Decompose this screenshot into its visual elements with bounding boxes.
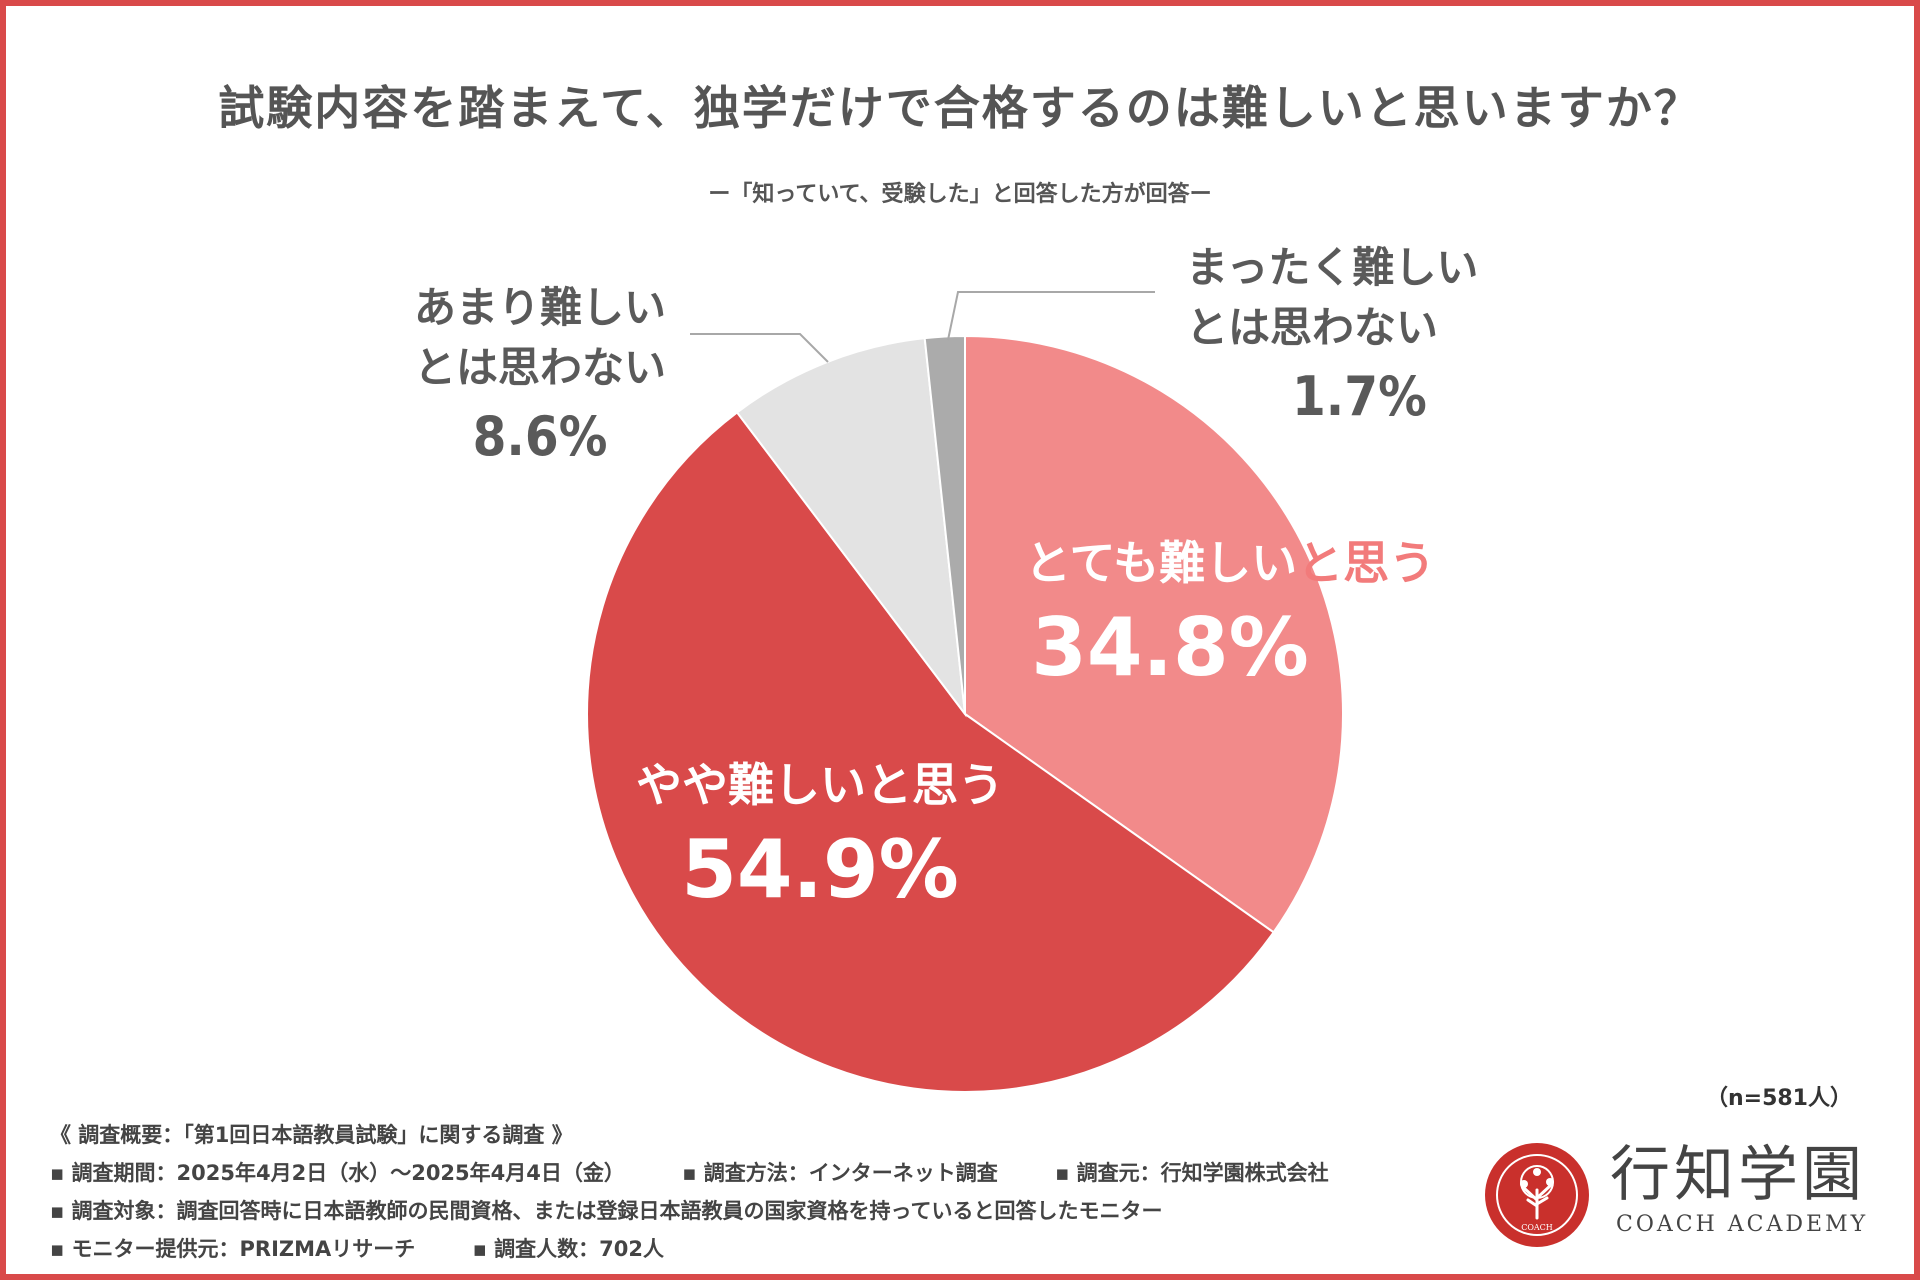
label-not-very: あまり難しい とは思わない 8.6% bbox=[390, 278, 690, 476]
survey-overview: 《 調査概要：「第1回日本語教員試験」に関する調査 》 ▪ 調査期間：2025年… bbox=[50, 1116, 1379, 1268]
label-not-at-all: まったく難しい とは思わない 1.7% bbox=[1186, 238, 1506, 436]
survey-heading: 《 調査概要：「第1回日本語教員試験」に関する調査 》 bbox=[50, 1123, 573, 1147]
brand-logo: COACH 行知学園 COACH ACADEMY bbox=[1482, 1140, 1882, 1260]
survey-row-1: ▪ 調査期間：2025年4月2日（水）～2025年4月4日（金） ▪ 調査方法：… bbox=[50, 1154, 1379, 1192]
sample-size-note: （n=581人） bbox=[1705, 1086, 1852, 1111]
slice-very-difficult bbox=[964, 334, 1344, 934]
survey-method: ▪ 調査方法：インターネット調査 bbox=[682, 1161, 998, 1185]
label-not-very-text-a: あまり難しい bbox=[413, 283, 666, 332]
leader-line-not-at-all bbox=[947, 291, 1155, 341]
label-somewhat-difficult-pct: 54.9% bbox=[681, 823, 959, 916]
label-very-difficult: とても難しいと思う 34.8% bbox=[980, 530, 1480, 700]
logo-name: 行知学園 bbox=[1610, 1140, 1866, 1210]
slice-somewhat-difficult bbox=[586, 411, 1275, 1093]
seal-icon: COACH bbox=[1485, 1143, 1589, 1247]
label-very-difficult-text-a: とても難しい bbox=[1024, 536, 1298, 590]
label-somewhat-difficult: やや難しいと思う 54.9% bbox=[580, 752, 1060, 922]
seal-text: COACH bbox=[1521, 1223, 1553, 1232]
slice-not-at-all bbox=[923, 334, 966, 715]
label-very-difficult-text-b: と思う bbox=[1297, 536, 1436, 590]
label-not-at-all-text-a: まったく難しい bbox=[1186, 243, 1479, 292]
survey-row-3: ▪ モニター提供元：PRIZMAリサーチ ▪ 調査人数：702人 bbox=[50, 1230, 1379, 1268]
survey-provider: ▪ モニター提供元：PRIZMAリサーチ bbox=[50, 1237, 416, 1261]
survey-target: ▪ 調査対象：調査回答時に日本語教師の民間資格、または登録日本語教員の国家資格を… bbox=[50, 1199, 1163, 1223]
survey-respondents: ▪ 調査人数：702人 bbox=[472, 1237, 664, 1261]
survey-period: ▪ 調査期間：2025年4月2日（水）～2025年4月4日（金） bbox=[50, 1161, 625, 1185]
label-very-difficult-pct: 34.8% bbox=[1031, 601, 1309, 694]
label-not-at-all-text-b: とは思わない bbox=[1186, 303, 1439, 352]
survey-source: ▪ 調査元：行知学園株式会社 bbox=[1055, 1161, 1329, 1185]
slice-not-very bbox=[735, 337, 967, 718]
chart-subtitle: ー「知っていて、受験した」と回答した方が回答ー bbox=[708, 182, 1212, 207]
chart-title: 試験内容を踏まえて、独学だけで合格するのは難しいと思いますか？ bbox=[218, 81, 1702, 135]
label-not-very-pct: 8.6% bbox=[472, 405, 608, 468]
label-not-very-text-b: とは思わない bbox=[413, 343, 666, 392]
logo-english: COACH ACADEMY bbox=[1616, 1212, 1869, 1237]
leader-line-not-very bbox=[690, 333, 829, 363]
label-not-at-all-pct: 1.7% bbox=[1292, 365, 1427, 428]
label-somewhat-difficult-text: やや難しいと思う bbox=[636, 758, 1004, 812]
